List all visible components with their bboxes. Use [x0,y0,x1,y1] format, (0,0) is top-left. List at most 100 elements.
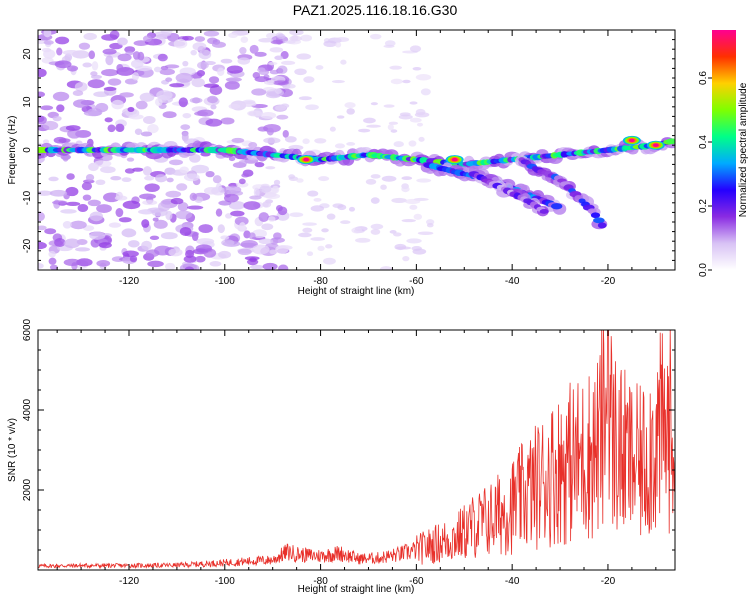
spectrogram-cell [129,255,138,263]
spectrogram-cell [412,248,427,255]
spectrogram-cell [313,197,322,202]
spectrogram-cell [74,247,91,252]
spectrogram-cell [220,235,230,240]
spectrogram-cell [249,264,265,270]
spectrogram-cell [96,260,111,267]
spectrogram-cell [115,123,125,133]
spectrogram-cell [38,241,47,250]
spectrogram-cell [593,217,605,224]
spectrogram-cell [132,51,141,60]
spectrogram-cell [401,176,413,181]
spectrogram-cell [140,131,153,137]
spectrogram-cell [390,78,403,85]
spectrogram-cell [109,30,120,40]
spectrogram-cell [300,34,313,42]
spectrogram-cell [358,128,371,133]
y-tick-label: -20 [22,238,33,253]
spectrogram-cell [69,220,87,230]
spectrogram-cell [306,251,314,257]
spectrogram-y-ticks: -20 -10 0 10 20 [22,29,675,271]
spectrogram-cell [180,124,191,130]
spectrogram-cell [404,198,421,205]
spectrogram-y-label: Frequency (Hz) [7,116,18,185]
spectrogram-cell [249,195,262,200]
spectrogram-cell [284,40,296,44]
spectrogram-cell [340,59,347,65]
spectrogram-cell [184,266,194,270]
spectrogram-cell [336,115,345,119]
spectrogram-cell [236,181,249,188]
spectrogram-cell [38,190,53,196]
spectrogram-cell [277,65,288,74]
spectrogram-cell [74,81,88,92]
spectrogram-cell [156,90,173,100]
spectrogram-cell [104,117,113,123]
spectrogram-cell [89,231,106,240]
spectrogram-cell [42,139,50,144]
spectrogram-cell [310,205,325,212]
spectrogram-cell [238,222,246,231]
spectrogram-cell [157,53,168,62]
spectrogram-cell [195,244,213,253]
spectrogram-cell [258,212,270,222]
snr-x-label: Height of straight line (km) [298,584,415,595]
spectrogram-cell [55,36,70,45]
spectrogram-cell [166,177,174,183]
spectrogram-cell [240,36,249,44]
spectrogram-cell [409,117,422,123]
spectrogram-cell [370,228,381,235]
spectrogram-cell [128,114,144,120]
spectrogram-cell [121,228,137,238]
spectrogram-cell [237,57,251,65]
spectrogram-cell [270,238,279,245]
spectrogram-cell [54,60,72,69]
spectrogram-cell [243,201,261,210]
spectrogram-cell [95,179,106,186]
spectrogram-cell [82,194,92,201]
spectrogram-cell [162,111,177,119]
spectrogram-cell [212,175,222,184]
spectrogram-cell [412,67,422,71]
spectrogram-cell [78,42,91,50]
spectrogram-cell [117,53,132,62]
snr-x-ticks: -120 -100 -80 -60 -40 -20 [56,330,657,587]
spectrogram-cell [127,240,140,248]
spectrogram-cell [203,186,219,195]
spectrogram-cell [107,78,122,86]
spectrogram-cell [154,97,163,107]
spectrogram-cell [267,80,275,85]
spectrogram-cell [249,257,257,263]
spectrogram-cell [197,61,209,70]
spectrogram-cell [209,261,222,267]
spectrogram-cell [346,108,355,115]
spectrogram-cell [48,250,56,258]
spectrogram-cell [387,123,394,131]
spectrogram-cell [329,126,336,132]
spectrogram-cell [289,212,304,218]
x-tick-label: -20 [601,276,616,287]
spectrogram-cell [65,125,81,131]
spectrogram-cell [317,245,325,252]
spectrogram-cell [258,238,274,245]
spectrogram-cell [270,39,284,45]
spectrogram-cell [124,46,136,53]
spectrogram-cell [191,164,210,174]
spectrogram-cell [262,262,278,270]
spectrogram-cell [96,204,112,213]
spectrogram-cell [67,128,82,139]
spectrogram-cell [280,60,296,66]
spectrogram-cell [252,229,267,238]
spectrogram-cell [260,112,277,119]
spectrogram-cell [132,167,144,172]
spectrogram-cell [153,219,168,229]
spectrogram-cell [100,166,116,174]
spectrogram-cell [155,174,168,183]
snr-y-label: SNR (10 * v/v) [7,418,18,482]
spectrogram-cell [178,97,188,108]
spectrogram-cell [217,67,225,77]
spectrogram-cell [118,217,132,223]
spectrogram-cell [217,224,225,234]
spectrogram-cell [294,68,307,76]
spectrogram-cell [247,110,263,117]
spectrogram-cell [182,60,189,67]
